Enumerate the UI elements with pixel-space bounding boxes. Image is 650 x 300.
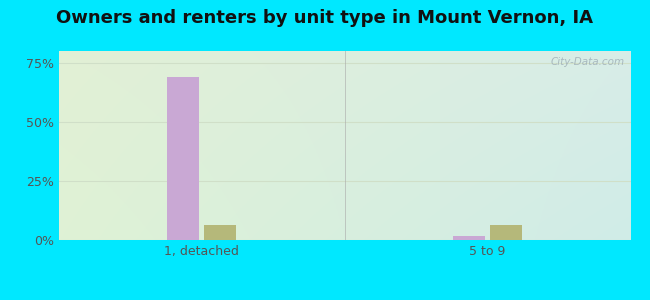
Text: Owners and renters by unit type in Mount Vernon, IA: Owners and renters by unit type in Mount… <box>57 9 593 27</box>
Text: City-Data.com: City-Data.com <box>551 57 625 67</box>
Bar <box>204 225 236 240</box>
Bar <box>490 225 522 240</box>
Bar <box>167 77 199 240</box>
Bar <box>453 236 485 240</box>
